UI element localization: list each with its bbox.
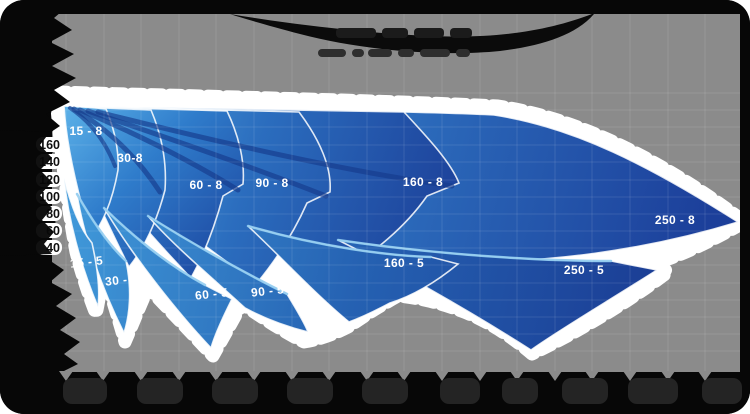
region-label-30-5: 30 - 5 — [104, 271, 138, 288]
gridlines — [52, 14, 742, 371]
region-label-60-8: 60 - 8 — [189, 178, 222, 192]
navy-edge-arcs — [68, 106, 455, 199]
region-labels: 15 - 8 30-8 60 - 8 90 - 8 160 - 8 250 - … — [69, 124, 695, 303]
cyan-highlight-edges — [75, 192, 613, 296]
region-label-15-5: 15 - 5 — [69, 253, 103, 270]
x-axis-label-blobs — [63, 378, 742, 404]
left-edge-teeth-overlay — [0, 130, 54, 256]
right-frame-bar — [740, 0, 750, 414]
banner-subtitle-blobs — [318, 49, 470, 57]
region-label-160-5: 160 - 5 — [384, 256, 424, 270]
envelope-15-8 — [63, 105, 119, 240]
banner-swoosh — [230, 14, 594, 54]
region-label-160-8: 160 - 8 — [403, 175, 443, 189]
region-label-250-8: 250 - 8 — [655, 213, 695, 227]
top-frame-bar — [0, 0, 750, 14]
region-label-15-8: 15 - 8 — [69, 124, 102, 138]
region-label-250-5: 250 - 5 — [564, 263, 604, 277]
title-banner — [230, 14, 594, 57]
region-label-30-8: 30-8 — [117, 151, 143, 165]
region-label-60-5: 60 - 5 — [194, 285, 228, 302]
banner-title-blobs — [336, 28, 472, 38]
y-axis: 160 140 120 100 80 60 40 — [0, 130, 62, 256]
region-label-90-5: 90 - 5 — [250, 282, 284, 299]
envelope-15-5 — [63, 177, 100, 311]
region-label-90-8: 90 - 8 — [255, 176, 288, 190]
y-tick-160: 160 — [39, 138, 60, 152]
